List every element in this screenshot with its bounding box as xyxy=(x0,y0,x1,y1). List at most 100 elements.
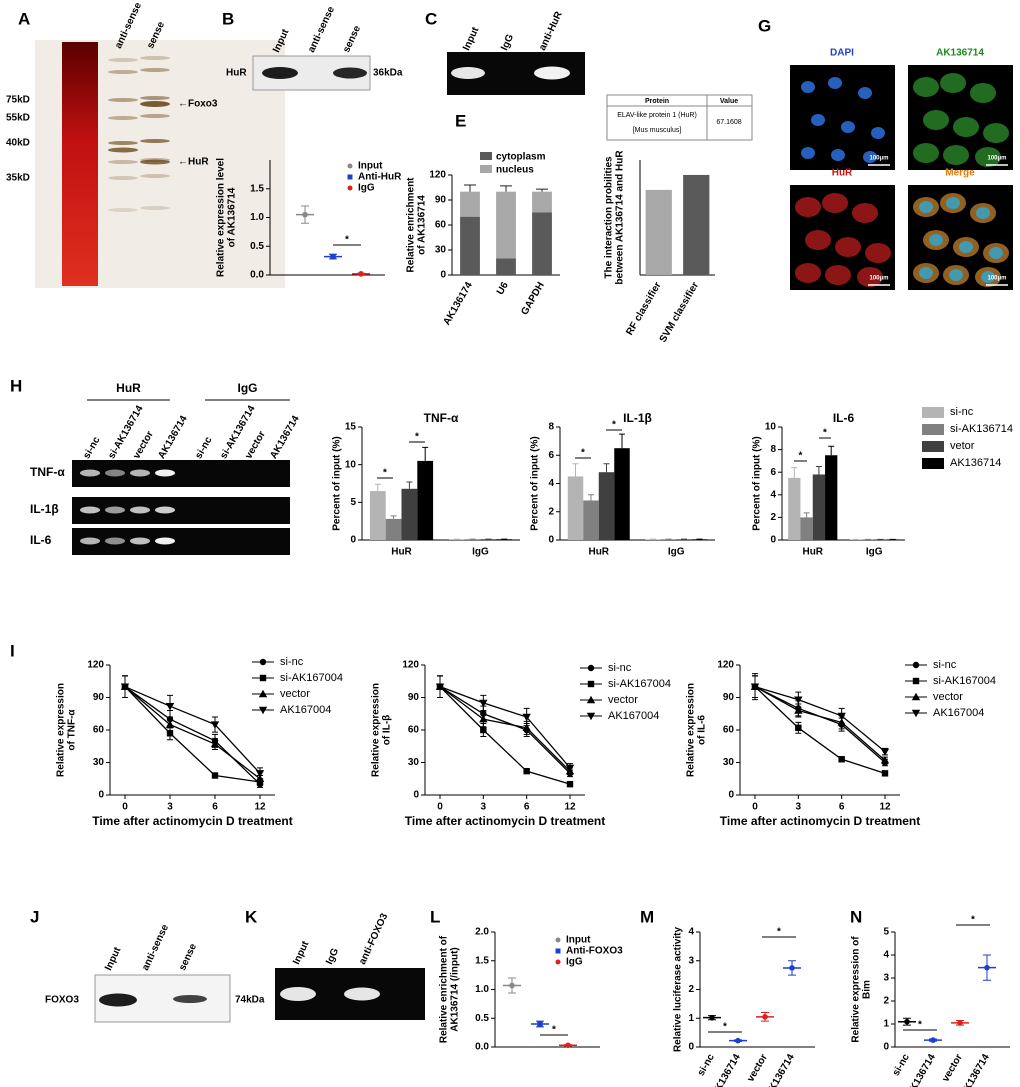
gel-band xyxy=(108,147,138,153)
x-tick-label: 0 xyxy=(752,802,758,813)
line xyxy=(124,686,261,783)
point xyxy=(880,756,890,764)
lane-label: vector xyxy=(131,429,156,461)
y-tick-label: 0 xyxy=(688,1042,694,1053)
line xyxy=(754,686,886,774)
lane-label: vector xyxy=(243,429,268,461)
arrow-label: ←Foxo3 xyxy=(178,99,218,110)
gel-band xyxy=(140,139,170,143)
line xyxy=(124,686,261,774)
y-tick-label: 8 xyxy=(770,444,776,455)
gel-band xyxy=(108,141,138,145)
gel-band xyxy=(80,506,100,514)
gel-band xyxy=(80,469,100,477)
y-tick-label: 120 xyxy=(402,660,419,671)
legend-label: si-AK136714 xyxy=(950,423,1013,435)
point xyxy=(479,699,488,708)
nucleus xyxy=(919,267,933,279)
panel-letter: I xyxy=(10,641,15,660)
y-axis-label: of IL-6 xyxy=(697,715,708,745)
y-tick-label: 0 xyxy=(883,1042,889,1053)
bar xyxy=(645,189,672,275)
y-axis-label: of AK136714 xyxy=(417,195,428,255)
bar xyxy=(812,474,826,540)
legend-marker xyxy=(258,689,268,698)
lane-label: anti-sense xyxy=(140,923,171,973)
error-bar xyxy=(464,184,476,192)
y-axis-label: Relative expression level xyxy=(216,158,227,277)
gel-band xyxy=(155,537,175,545)
point xyxy=(957,1020,963,1026)
legend-marker xyxy=(587,680,595,688)
x-tick-label: AK136174 xyxy=(441,280,475,327)
cell xyxy=(835,237,861,257)
point xyxy=(565,1042,571,1049)
annotation: * xyxy=(799,451,803,462)
y-axis-label: Relative expression of xyxy=(851,936,862,1043)
annotation: * xyxy=(581,448,585,459)
y-tick-label: 4 xyxy=(883,950,889,961)
legend-label: si-AK167004 xyxy=(608,678,671,690)
legend-marker xyxy=(347,174,353,180)
nucleus xyxy=(989,247,1003,259)
point xyxy=(120,683,130,691)
legend-label: AK136714 xyxy=(950,457,1001,469)
legend-label: si-AK167004 xyxy=(933,675,996,687)
x-tick-label: 12 xyxy=(254,802,266,813)
lane-label: Input xyxy=(461,25,482,52)
y-tick-label: 60 xyxy=(435,220,447,231)
nucleus xyxy=(801,147,815,159)
bar xyxy=(417,460,434,540)
y-tick-label: 15 xyxy=(345,422,357,433)
legend-label: AK167004 xyxy=(608,710,659,722)
x-tick-label: 0 xyxy=(437,802,443,813)
cell xyxy=(953,117,979,137)
point xyxy=(566,780,574,788)
panel-letter: C xyxy=(425,9,437,28)
y-tick-label: 6 xyxy=(770,467,776,478)
x-tick-label: HuR xyxy=(391,547,412,558)
error-bar xyxy=(422,446,429,461)
row-label: TNF-α xyxy=(30,465,65,479)
error-bar xyxy=(588,494,594,501)
gel-band xyxy=(108,58,138,62)
x-tick-label: HuR xyxy=(588,547,609,558)
gel-band xyxy=(262,67,298,79)
y-axis-label: of AK136714 xyxy=(227,187,238,247)
legend-label: Anti-FOXO3 xyxy=(566,946,623,957)
bar xyxy=(800,517,813,540)
x-tick-label: 6 xyxy=(212,802,218,813)
lane-label: sense xyxy=(341,24,363,55)
gel-band xyxy=(140,174,170,178)
x-axis-label: Time after actinomycin D treatment xyxy=(405,814,606,828)
y-tick-label: 0 xyxy=(770,535,776,546)
y-axis-label: Percent of input (%) xyxy=(752,436,763,530)
x-tick-label: 0 xyxy=(122,802,128,813)
lane-label: si-nc xyxy=(81,435,102,461)
cell xyxy=(943,145,969,165)
annotation: * xyxy=(383,468,387,479)
nucleus xyxy=(801,81,815,93)
y-axis-label: Relative luciferase activity xyxy=(673,927,684,1053)
annotation: * xyxy=(723,1022,727,1033)
legend-label: IgG xyxy=(358,183,375,194)
y-tick-label: 60 xyxy=(723,725,735,736)
y-tick-label: 5 xyxy=(350,497,356,508)
x-tick-label: GAPDH xyxy=(519,280,547,317)
bar xyxy=(401,488,418,540)
gel-band xyxy=(451,67,485,79)
bar xyxy=(825,455,838,540)
x-tick-label: vector xyxy=(940,1052,965,1084)
y-axis-label: of IL-β xyxy=(382,715,393,746)
y-axis-label: AK136714 (/input) xyxy=(450,947,461,1031)
y-tick-label: 120 xyxy=(429,170,446,181)
annotation: * xyxy=(777,927,781,938)
legend-marker xyxy=(347,185,353,191)
point xyxy=(480,726,487,734)
y-tick-label: 30 xyxy=(408,757,420,768)
error-bar xyxy=(500,185,512,192)
x-tick-label: 3 xyxy=(796,802,802,813)
panel-letter: A xyxy=(18,9,30,28)
nucleus xyxy=(841,121,855,133)
point xyxy=(880,748,890,756)
